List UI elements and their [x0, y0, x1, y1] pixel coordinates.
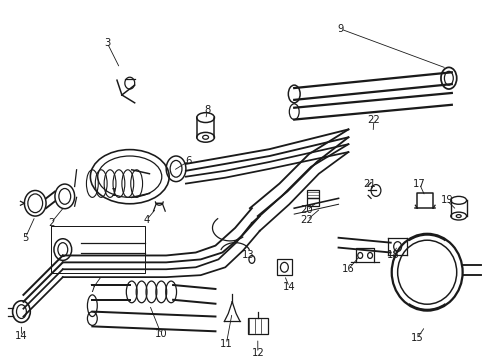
Text: 4: 4 [143, 215, 149, 225]
Bar [276, 260, 292, 275]
Bar [306, 198, 318, 206]
Text: 18: 18 [386, 251, 398, 261]
Text: 21: 21 [363, 179, 376, 189]
Text: 5: 5 [22, 233, 28, 243]
Text: 19: 19 [440, 195, 452, 205]
Text: 17: 17 [412, 179, 425, 189]
Text: 14: 14 [283, 282, 295, 292]
Text: 9: 9 [337, 24, 343, 34]
Text: 22: 22 [367, 114, 380, 125]
Text: 11: 11 [220, 339, 232, 349]
Text: 7: 7 [89, 284, 95, 294]
Text: 2: 2 [48, 218, 54, 228]
Text: 1: 1 [111, 188, 117, 198]
Bar [247, 319, 267, 334]
Text: 16: 16 [341, 264, 354, 274]
Text: 13: 13 [241, 251, 254, 261]
Text: 14: 14 [15, 331, 28, 341]
Text: 15: 15 [410, 333, 423, 343]
Text: 12: 12 [251, 348, 264, 358]
Text: 20: 20 [300, 205, 313, 215]
Text: 6: 6 [185, 156, 192, 166]
Text: 22: 22 [300, 215, 313, 225]
Text: 10: 10 [155, 329, 167, 339]
Text: 8: 8 [204, 105, 210, 115]
Bar [306, 190, 318, 198]
Text: 3: 3 [104, 38, 110, 48]
